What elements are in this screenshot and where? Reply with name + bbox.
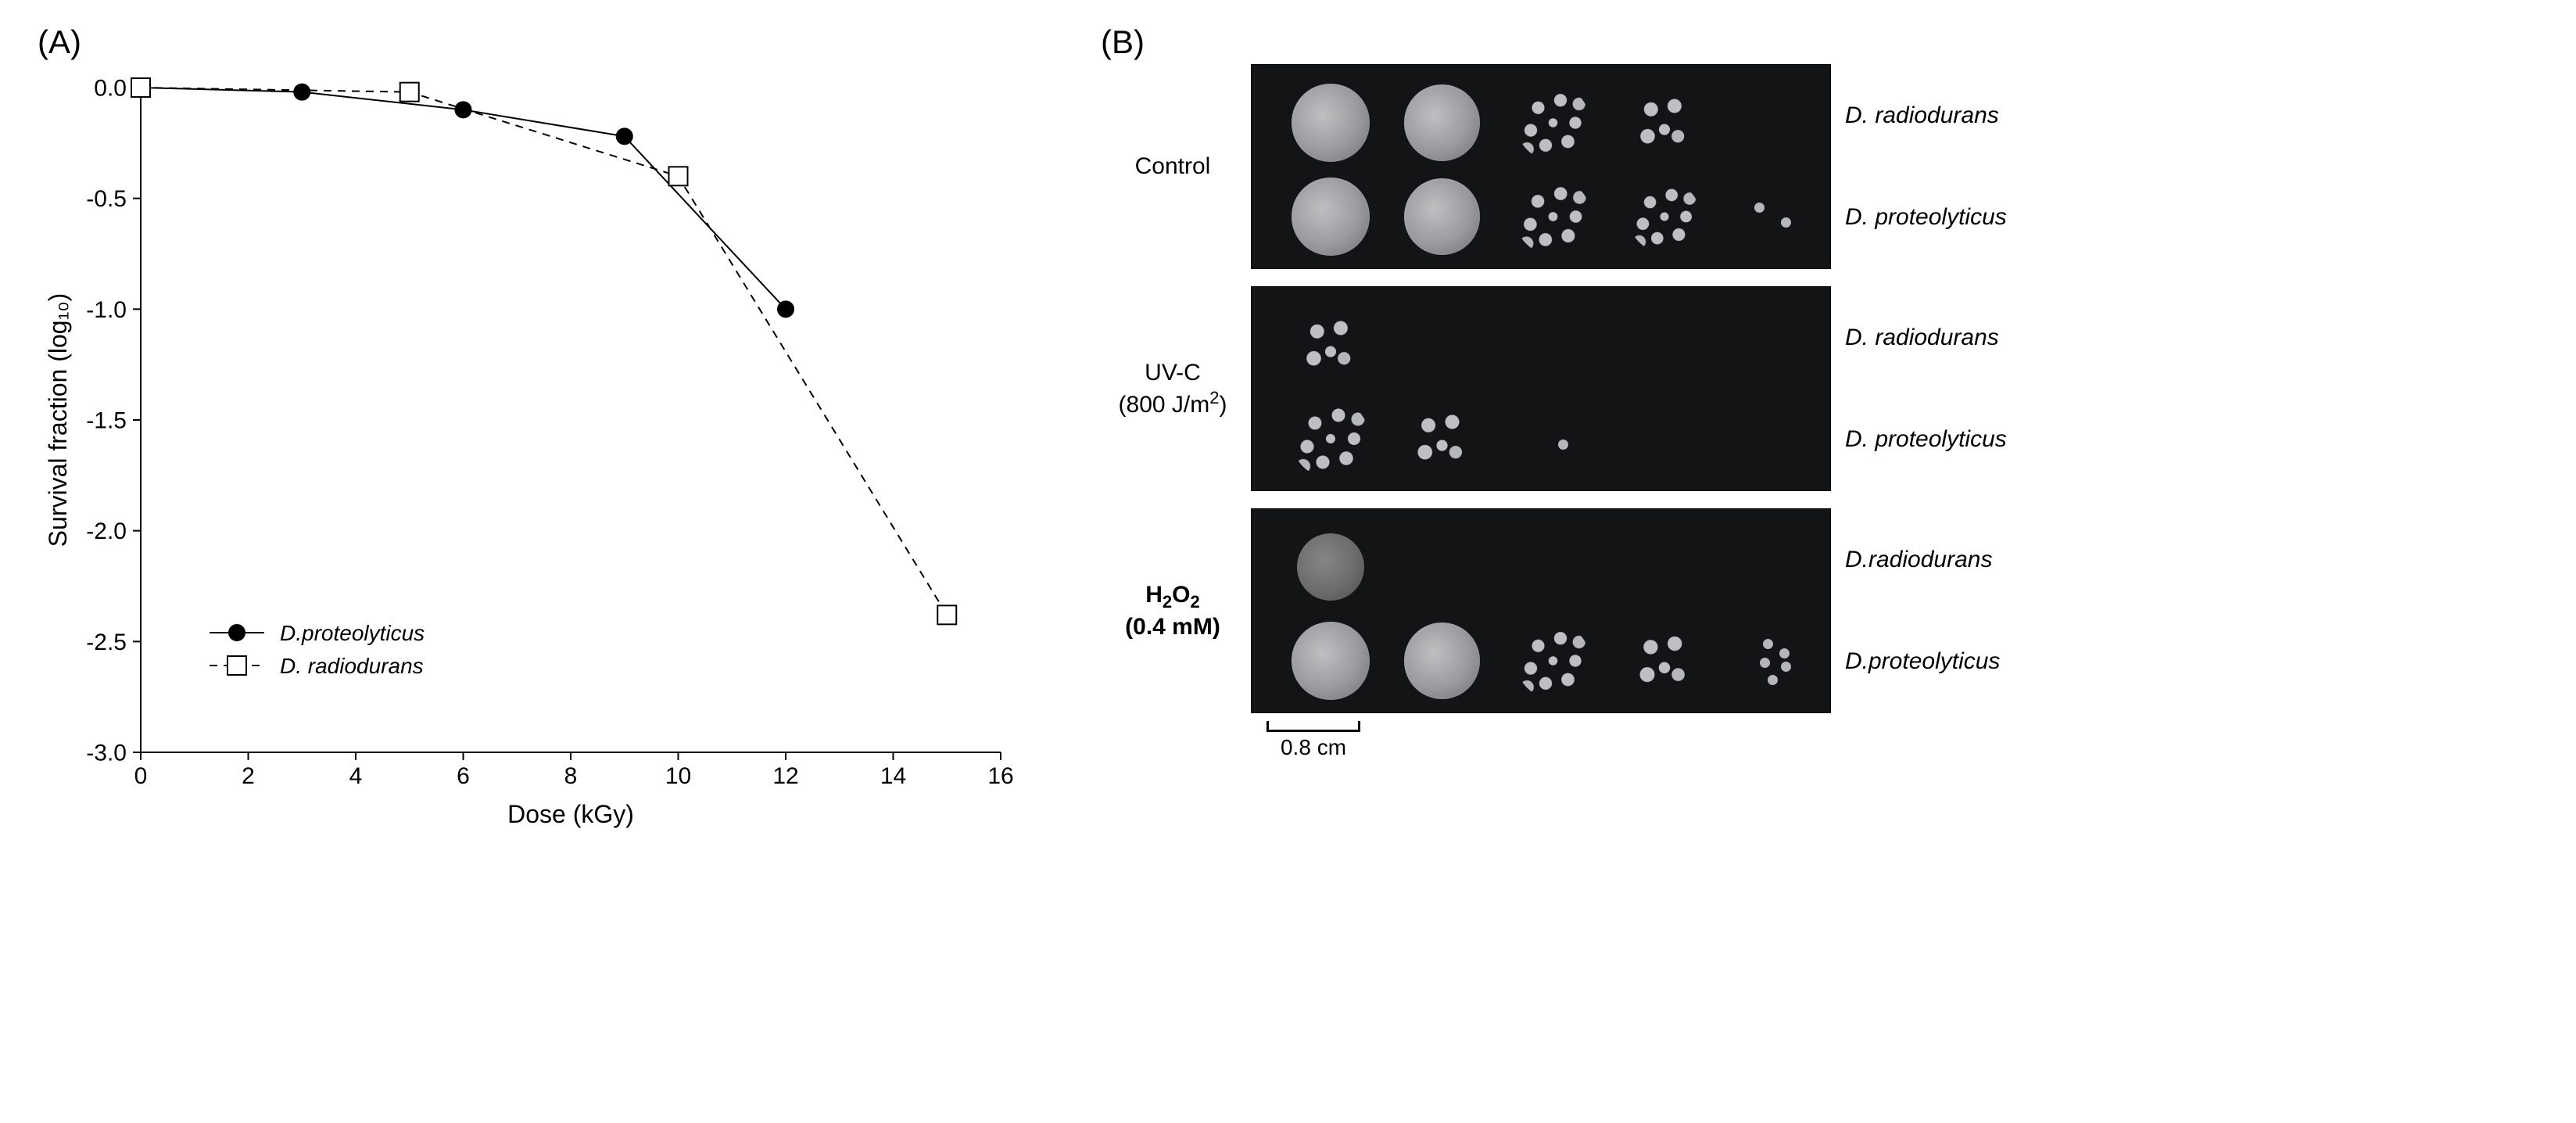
scale-bar-bracket (1267, 721, 1360, 732)
strain-label: D. radiodurans (1845, 325, 2007, 351)
svg-text:0.0: 0.0 (94, 76, 127, 102)
colony-spot (1297, 311, 1364, 379)
colony-spot (1408, 405, 1475, 472)
spot-assay-stack: ControlD. radioduransD. proteolyticusUV-… (1095, 64, 2007, 713)
assay-uv-c-800-j-m2-: UV-C(800 J/m2) D. radiodurans D. proteolyt… (1095, 286, 2007, 491)
panel-a-chart: 0 2 4 6 8 10 12 14 16 -3.0 -2.5 -2.0 -1.5 -1.0 -0.5 0.0… (31, 64, 1032, 850)
svg-text:6: 6 (457, 763, 470, 789)
colony-dot (1558, 440, 1568, 450)
strain-labels: D. radiodurans D. proteolyticus (1831, 287, 2007, 490)
assay-h2o2-0-4-mm-: H2O2(0.4 mM) D.radiodurans D.proteolyticus (1095, 508, 2007, 713)
svg-text:-2.0: -2.0 (86, 518, 127, 544)
assay-label: H2O2(0.4 mM) (1095, 580, 1251, 642)
scale-bar: 0.8 cm (1267, 721, 1360, 760)
colony-dot (1760, 658, 1770, 668)
colony-spot (1515, 178, 1591, 254)
svg-text:12: 12 (772, 763, 798, 789)
assay-label: Control (1095, 152, 1251, 181)
svg-text:0: 0 (134, 763, 148, 789)
svg-text:16: 16 (987, 763, 1013, 789)
strain-label: D.proteolyticus (1845, 648, 2000, 675)
colony-spot (1292, 178, 1369, 255)
panel-b-label: (B) (1101, 23, 2007, 61)
svg-text:-2.5: -2.5 (86, 630, 127, 655)
colony-spot (1292, 622, 1369, 699)
strain-label: D.radiodurans (1845, 547, 2000, 573)
svg-text:Dose (kGy): Dose (kGy) (507, 800, 634, 828)
colony-spot (1297, 533, 1364, 601)
colony-spot (1516, 623, 1590, 698)
panel-b: (B) Control D. radiodurans D. proteolyticu… (1095, 23, 2007, 760)
colony-dot (1781, 662, 1791, 672)
strain-labels: D.radiodurans D.proteolyticus (1831, 509, 2000, 712)
colony-spot (1516, 85, 1590, 160)
strain-label: D. radiodurans (1845, 102, 2007, 129)
svg-text:-3.0: -3.0 (86, 741, 127, 766)
panel-a: (A) 0 2 4 6 8 10 12 14 16 -3.0 -2.5 -2.0 -1.5 -1.0 -0.… (31, 23, 1032, 850)
svg-text:-0.5: -0.5 (86, 186, 127, 212)
colony-dot (1763, 639, 1773, 649)
colony-spot (1292, 400, 1369, 477)
colony-dot (1781, 217, 1791, 228)
svg-text:-1.5: -1.5 (86, 408, 127, 434)
plate (1251, 508, 1831, 713)
strain-label: D. proteolyticus (1845, 426, 2007, 453)
svg-text:4: 4 (349, 763, 363, 789)
assay-control: Control D. radiodurans D. proteolyticus (1095, 64, 2007, 269)
svg-text:D.proteolyticus: D.proteolyticus (280, 621, 425, 645)
plate (1251, 286, 1831, 491)
colony-spot (1628, 181, 1700, 253)
svg-text:10: 10 (665, 763, 691, 789)
colony-dot (1768, 675, 1778, 685)
strain-labels: D. radiodurans D. proteolyticus (1831, 65, 2007, 268)
svg-text:14: 14 (880, 763, 906, 789)
figure-wrap: (A) 0 2 4 6 8 10 12 14 16 -3.0 -2.5 -2.0 -1.5 -1.0 -0.… (0, 0, 2576, 881)
svg-text:2: 2 (242, 763, 255, 789)
colony-spot (1631, 89, 1698, 156)
colony-spot (1404, 84, 1480, 160)
colony-spot (1630, 626, 1700, 696)
colony-dot (1754, 203, 1765, 213)
plate (1251, 64, 1831, 269)
svg-text:8: 8 (564, 763, 578, 789)
svg-text:D. radiodurans: D. radiodurans (280, 654, 424, 678)
colony-spot (1404, 178, 1480, 254)
scale-bar-label: 0.8 cm (1281, 735, 1346, 760)
panel-a-label: (A) (38, 23, 1032, 61)
assay-label: UV-C(800 J/m2) (1095, 358, 1251, 420)
svg-text:-1.0: -1.0 (86, 297, 127, 323)
svg-text:Survival fraction (log₁₀): Survival fraction (log₁₀) (44, 293, 72, 547)
survival-chart-svg: 0 2 4 6 8 10 12 14 16 -3.0 -2.5 -2.0 -1.5 -1.0 -0.5 0.0… (31, 64, 1032, 846)
colony-dot (1779, 648, 1790, 658)
colony-spot (1292, 84, 1369, 161)
strain-label: D. proteolyticus (1845, 204, 2007, 231)
colony-spot (1404, 622, 1480, 698)
